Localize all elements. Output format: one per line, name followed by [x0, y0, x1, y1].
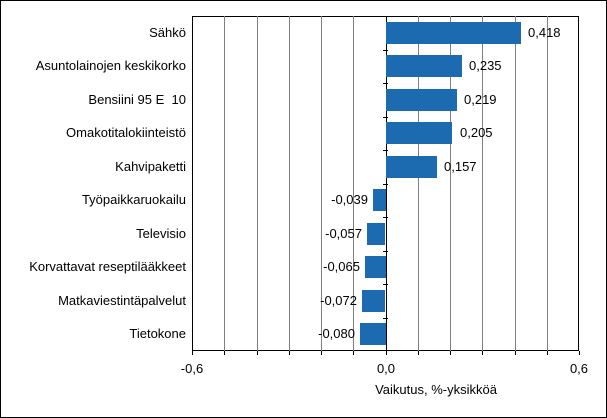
- value-label: -0,080: [318, 326, 355, 341]
- zero-axis-line: [386, 16, 387, 351]
- category-label: Matkaviestintäpalvelut: [58, 293, 186, 308]
- category-label: Tietokone: [129, 326, 186, 341]
- x-axis-tick: [482, 351, 483, 355]
- bar: [386, 122, 452, 144]
- x-axis-tick: [515, 351, 516, 355]
- x-axis-tick: [450, 351, 451, 355]
- gridline: [289, 16, 290, 351]
- x-axis-tick: [321, 351, 322, 355]
- gridline: [482, 16, 483, 351]
- value-label: 0,205: [460, 125, 493, 140]
- gridline: [353, 16, 354, 351]
- bar: [365, 256, 386, 278]
- gridline: [418, 16, 419, 351]
- x-axis-tick: [547, 351, 548, 355]
- bar: [367, 223, 385, 245]
- value-label: -0,065: [323, 259, 360, 274]
- x-axis-title: Vaikutus, %-yksikköä: [375, 382, 497, 397]
- value-label: 0,219: [464, 92, 497, 107]
- bar: [386, 55, 462, 77]
- category-tick: [382, 251, 388, 252]
- gridline: [547, 16, 548, 351]
- x-tick-label: 0,6: [569, 361, 589, 376]
- value-label: -0,072: [320, 293, 357, 308]
- x-axis-tick: [418, 351, 419, 355]
- bar: [373, 189, 386, 211]
- gridline: [257, 16, 258, 351]
- plot-area: [192, 16, 579, 351]
- bar: [360, 323, 386, 345]
- bar: [386, 156, 437, 178]
- category-tick: [382, 117, 388, 118]
- x-tick-label: -0,6: [180, 361, 204, 376]
- bar: [386, 22, 521, 44]
- category-tick: [382, 184, 388, 185]
- x-axis-tick: [257, 351, 258, 355]
- value-label: 0,157: [444, 159, 477, 174]
- x-axis-tick: [192, 351, 193, 355]
- value-label: 0,418: [528, 25, 561, 40]
- value-label: -0,057: [325, 226, 362, 241]
- gridline: [224, 16, 225, 351]
- category-tick: [382, 217, 388, 218]
- x-axis-tick: [353, 351, 354, 355]
- gridline: [321, 16, 322, 351]
- category-tick: [382, 50, 388, 51]
- x-axis-tick: [386, 351, 387, 355]
- gridline: [515, 16, 516, 351]
- category-label: Omakotitalokiinteistö: [66, 125, 186, 140]
- category-label: Korvattavat reseptilääkkeet: [29, 259, 186, 274]
- category-label: Työpaikkaruokailu: [81, 192, 186, 207]
- category-label: Sähkö: [149, 25, 186, 40]
- gridline: [450, 16, 451, 351]
- category-label: Asuntolainojen keskikorko: [35, 58, 186, 73]
- category-label: Bensiini 95 E 10: [88, 92, 186, 107]
- category-label: Televisio: [136, 226, 186, 241]
- value-label: -0,039: [331, 192, 368, 207]
- category-tick: [382, 318, 388, 319]
- category-tick: [382, 150, 388, 151]
- category-label: Kahvipaketti: [115, 159, 186, 174]
- bar: [362, 290, 385, 312]
- value-label: 0,235: [469, 58, 502, 73]
- bar: [386, 89, 457, 111]
- x-axis-tick: [289, 351, 290, 355]
- x-axis-tick: [224, 351, 225, 355]
- category-tick: [382, 284, 388, 285]
- x-tick-label: 0,0: [376, 361, 396, 376]
- category-tick: [382, 83, 388, 84]
- x-axis-tick: [579, 351, 580, 355]
